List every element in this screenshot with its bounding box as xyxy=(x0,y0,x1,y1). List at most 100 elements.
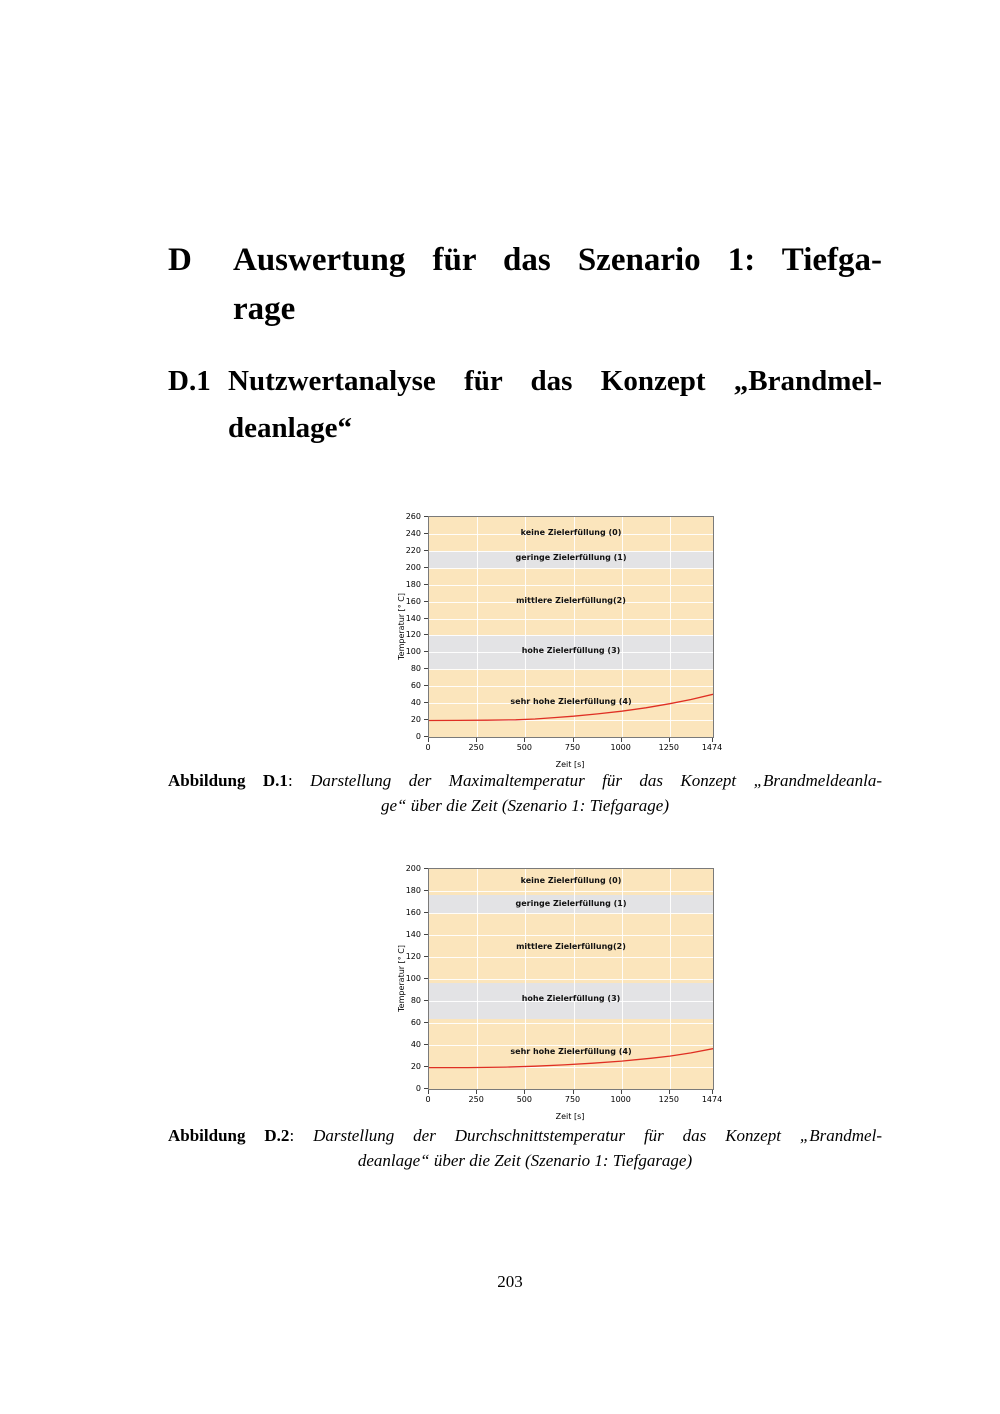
y-tick-mark xyxy=(424,868,428,869)
gridline-horizontal xyxy=(429,891,713,892)
gridline-horizontal xyxy=(429,534,713,535)
temperature-curve xyxy=(429,1048,713,1069)
y-tick-label: 100 xyxy=(405,974,421,983)
x-tick-label: 750 xyxy=(564,743,581,752)
figure-caption-d1: Abbildung D.1: Darstellung der Maximalte… xyxy=(168,768,882,818)
figure-d2: Temperatur [° C] keine Zielerfüllung (0)… xyxy=(392,860,723,1121)
gridline-vertical xyxy=(622,869,623,1089)
x-tick-mark xyxy=(428,738,429,742)
caption-tag: Abbildung D.1 xyxy=(168,771,288,790)
x-tick-label: 1250 xyxy=(658,743,679,752)
section-number: D.1 xyxy=(168,365,211,397)
y-tick-mark xyxy=(424,516,428,517)
caption-line1: Abbildung D.2: Darstellung der Durchschn… xyxy=(168,1123,882,1148)
gridline-horizontal xyxy=(429,568,713,569)
y-tick-label: 180 xyxy=(405,579,421,589)
x-axis-label: Zeit [s] xyxy=(555,1112,585,1121)
gridline-vertical xyxy=(525,869,526,1089)
gridline-horizontal xyxy=(429,935,713,936)
x-tick-label: 1474 xyxy=(701,743,723,752)
y-tick-mark xyxy=(424,668,428,669)
y-tick-label: 80 xyxy=(410,664,421,674)
x-tick-mark xyxy=(428,1090,429,1094)
section-heading: D.1 Nutzwertanalyse für das Konzept „Bra… xyxy=(168,358,882,452)
gridline-horizontal xyxy=(429,635,713,636)
x-tick-mark xyxy=(621,1090,622,1094)
zone-label: sehr hohe Zielerfüllung (4) xyxy=(510,697,632,707)
zone-label: mittlere Zielerfüllung(2) xyxy=(516,942,626,952)
gridline-horizontal xyxy=(429,585,713,586)
zone-label: keine Zielerfüllung (0) xyxy=(520,876,622,886)
gridline-horizontal xyxy=(429,979,713,980)
y-tick-label: 20 xyxy=(410,1062,421,1071)
chapter-title-line2: rage xyxy=(233,291,296,327)
caption-tag: Abbildung D.2 xyxy=(168,1126,290,1145)
plot-area-d2: keine Zielerfüllung (0) geringe Zielerfül… xyxy=(428,868,714,1090)
y-tick-mark xyxy=(424,651,428,652)
gridline-horizontal xyxy=(429,1023,713,1024)
y-tick-mark xyxy=(424,567,428,568)
y-tick-label: 200 xyxy=(405,562,421,572)
y-tick-label: 120 xyxy=(405,630,421,640)
y-tick-mark xyxy=(424,934,428,935)
y-tick-mark xyxy=(424,978,428,979)
caption-separator: : xyxy=(287,771,311,790)
y-tick-mark xyxy=(424,1000,428,1001)
y-tick-mark xyxy=(424,1088,428,1089)
y-tick-mark xyxy=(424,1044,428,1045)
y-tick-mark xyxy=(424,912,428,913)
gridline-horizontal xyxy=(429,1001,713,1002)
y-tick-label: 0 xyxy=(415,1084,421,1093)
y-tick-label: 140 xyxy=(405,613,421,623)
y-tick-mark xyxy=(424,634,428,635)
y-tick-label: 200 xyxy=(405,864,421,873)
gridline-horizontal xyxy=(429,957,713,958)
gridline-vertical xyxy=(477,517,478,737)
gridline-horizontal xyxy=(429,1045,713,1046)
y-tick-label: 160 xyxy=(405,596,421,606)
gridline-horizontal xyxy=(429,551,713,552)
zone-band xyxy=(429,913,713,984)
x-tick-label: 500 xyxy=(516,1095,532,1104)
y-tick-mark xyxy=(424,702,428,703)
y-tick-label: 40 xyxy=(410,1040,421,1049)
x-tick-mark xyxy=(573,738,574,742)
x-tick-label: 750 xyxy=(564,1095,581,1104)
zone-band xyxy=(429,869,713,896)
gridline-horizontal xyxy=(429,720,713,721)
y-tick-label: 260 xyxy=(405,512,421,521)
y-tick-label: 60 xyxy=(410,681,421,691)
zone-label: hohe Zielerfüllung (3) xyxy=(521,646,621,656)
gridline-horizontal xyxy=(429,669,713,670)
x-tick-label: 1000 xyxy=(610,1095,631,1104)
y-tick-mark xyxy=(424,719,428,720)
y-tick-label: 240 xyxy=(405,528,421,538)
zone-label: mittlere Zielerfüllung(2) xyxy=(516,595,626,605)
section-title-line2: deanlage“ xyxy=(228,412,353,444)
chapter-title-line1: Auswertung für das Szenario 1: Tiefga- xyxy=(233,242,882,278)
caption-separator: : xyxy=(289,1126,314,1145)
y-tick-mark xyxy=(424,685,428,686)
temperature-curve xyxy=(429,693,713,722)
chapter-number-spacer xyxy=(168,285,233,334)
x-tick-label: 250 xyxy=(468,743,484,752)
zone-band xyxy=(429,517,713,551)
x-axis-label: Zeit [s] xyxy=(555,760,585,769)
section-number-spacer xyxy=(168,405,228,452)
x-tick-mark xyxy=(669,1090,670,1094)
y-tick-mark xyxy=(424,1066,428,1067)
caption-line1: Abbildung D.1: Darstellung der Maximalte… xyxy=(168,768,882,793)
gridline-vertical xyxy=(622,517,623,737)
y-tick-mark xyxy=(424,550,428,551)
y-tick-mark xyxy=(424,1022,428,1023)
gridline-vertical xyxy=(525,517,526,737)
y-tick-label: 160 xyxy=(405,908,421,917)
zone-label: hohe Zielerfüllung (3) xyxy=(521,993,621,1003)
caption-line2: ge“ über die Zeit (Szenario 1: Tiefgarag… xyxy=(380,796,670,815)
x-tick-label: 1250 xyxy=(658,1095,679,1104)
y-tick-mark xyxy=(424,618,428,619)
y-tick-mark xyxy=(424,890,428,891)
x-tick-label: 1000 xyxy=(610,743,631,752)
x-tick-mark xyxy=(573,1090,574,1094)
figure-caption-d2: Abbildung D.2: Darstellung der Durchschn… xyxy=(168,1123,882,1173)
